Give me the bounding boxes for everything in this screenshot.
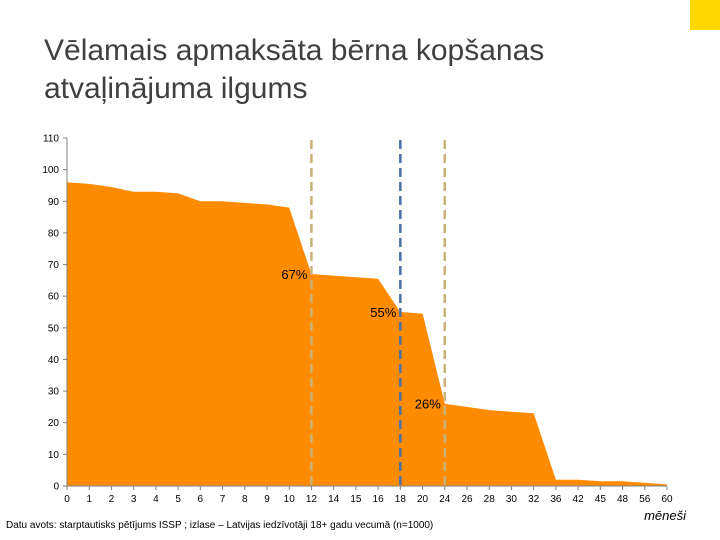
data-labels: 67% 55% 26% [281,267,441,412]
area-layer [66,182,668,487]
series-area [67,182,667,487]
x-tick-label: 28 [484,494,496,505]
page-title: Vēlamais apmaksāta bērna kopšanas atvaļi… [44,34,545,105]
x-tick-label: 3 [131,494,137,505]
x-tick-label: 9 [264,494,270,505]
x-tick-label: 6 [198,494,204,505]
x-tick-label: 20 [417,494,429,505]
slide-top-bar [0,0,720,30]
y-tick-label: 0 [53,482,59,493]
y-tick-label: 60 [48,292,60,303]
x-tick-label: 15 [350,494,362,505]
x-tick-label: 0 [64,494,70,505]
reference-lines [310,140,447,486]
x-tick-label: 5 [175,494,181,505]
y-tick-label: 80 [48,228,60,239]
source-note: Datu avots: starptautisks pētījums ISSP … [6,520,434,531]
x-tick-label: 10 [284,494,296,505]
y-tick-label: 100 [42,165,59,176]
y-tick-label: 10 [48,450,60,461]
x-tick-label: 14 [328,494,340,505]
y-tick-label: 70 [48,260,60,271]
x-tick-label: 1 [86,494,92,505]
x-tick-label: 26 [461,494,473,505]
x-tick-label: 32 [528,494,540,505]
y-tick-label: 40 [48,355,60,366]
x-tick-label: 56 [639,494,651,505]
y-tick-label: 30 [48,387,60,398]
x-tick-label: 30 [506,494,518,505]
x-tick-label: 18 [395,494,407,505]
x-tick-label: 36 [550,494,562,505]
y-tick-label: 20 [48,418,60,429]
slide-corner-accent [690,0,720,30]
x-tick-label: 8 [242,494,248,505]
y-tick-label: 50 [48,323,60,334]
x-tick-label: 4 [153,494,159,505]
y-tick-label: 110 [43,134,59,145]
data-label: 67% [281,267,307,282]
x-axis-unit: mēneši [644,508,686,523]
x-tick-label: 7 [220,494,226,505]
x-tick-label: 42 [573,494,585,505]
x-tick-label: 60 [661,494,673,505]
x-tick-label: 12 [306,494,318,505]
y-tick-label: 90 [48,197,60,208]
x-tick-label: 45 [595,494,607,505]
x-tick-label: 2 [109,494,115,505]
x-tick-label: 16 [373,494,385,505]
x-tick-label: 24 [439,494,451,505]
data-label: 55% [370,305,396,320]
data-label: 26% [415,397,441,412]
x-tick-label: 48 [617,494,629,505]
